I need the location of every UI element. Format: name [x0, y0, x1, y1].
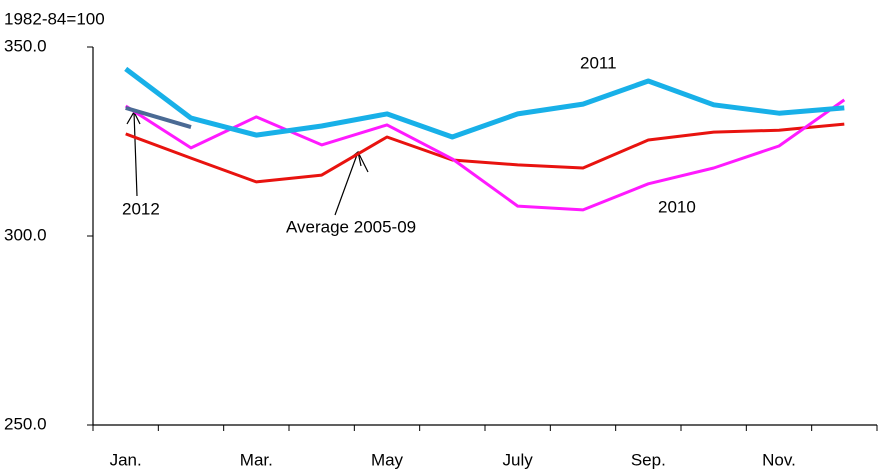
series-label: 2012 [122, 199, 160, 218]
x-tick-label: July [503, 450, 534, 469]
x-tick-label: Jan. [110, 450, 142, 469]
series-label: 2010 [658, 197, 696, 216]
y-tick-label: 300.0 [4, 225, 47, 244]
y-tick-label: 250.0 [4, 414, 47, 433]
series-line [124, 66, 845, 140]
arrow-2012 [133, 111, 138, 197]
x-tick-label: May [371, 450, 404, 469]
arrow-tail [357, 151, 369, 173]
series-line [125, 105, 192, 130]
series-label: 2011 [580, 53, 617, 72]
y-tick-label: 350.0 [4, 36, 47, 55]
x-tick-label: Nov. [762, 450, 796, 469]
x-tick-label: Sep. [631, 450, 666, 469]
series-label: Average 2005-09 [286, 217, 416, 236]
x-tick-label: Mar. [240, 450, 273, 469]
series-line [124, 98, 846, 212]
arrow-average [334, 151, 359, 216]
y-unit-label: 1982-84=100 [4, 9, 105, 28]
series-line [125, 122, 845, 184]
